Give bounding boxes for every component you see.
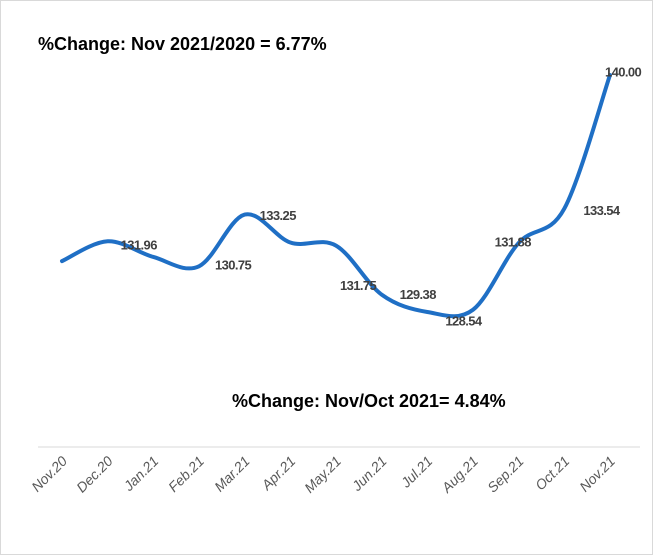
annotation: %Change: Nov/Oct 2021= 4.84% <box>232 391 506 411</box>
data-label: 128.54 <box>445 313 483 328</box>
data-label: 131.88 <box>495 234 532 249</box>
data-label: 129.38 <box>400 287 437 302</box>
data-label: 131.96 <box>121 238 158 253</box>
data-label: 131.75 <box>340 278 377 293</box>
line <box>60 73 612 319</box>
data-label: 140.00 <box>605 64 642 79</box>
data-label: 130.75 <box>215 258 252 273</box>
data-label: 133.25 <box>260 208 297 223</box>
data-label: 133.54 <box>583 203 621 218</box>
annotation: %Change: Nov 2021/2020 = 6.77% <box>38 34 327 54</box>
